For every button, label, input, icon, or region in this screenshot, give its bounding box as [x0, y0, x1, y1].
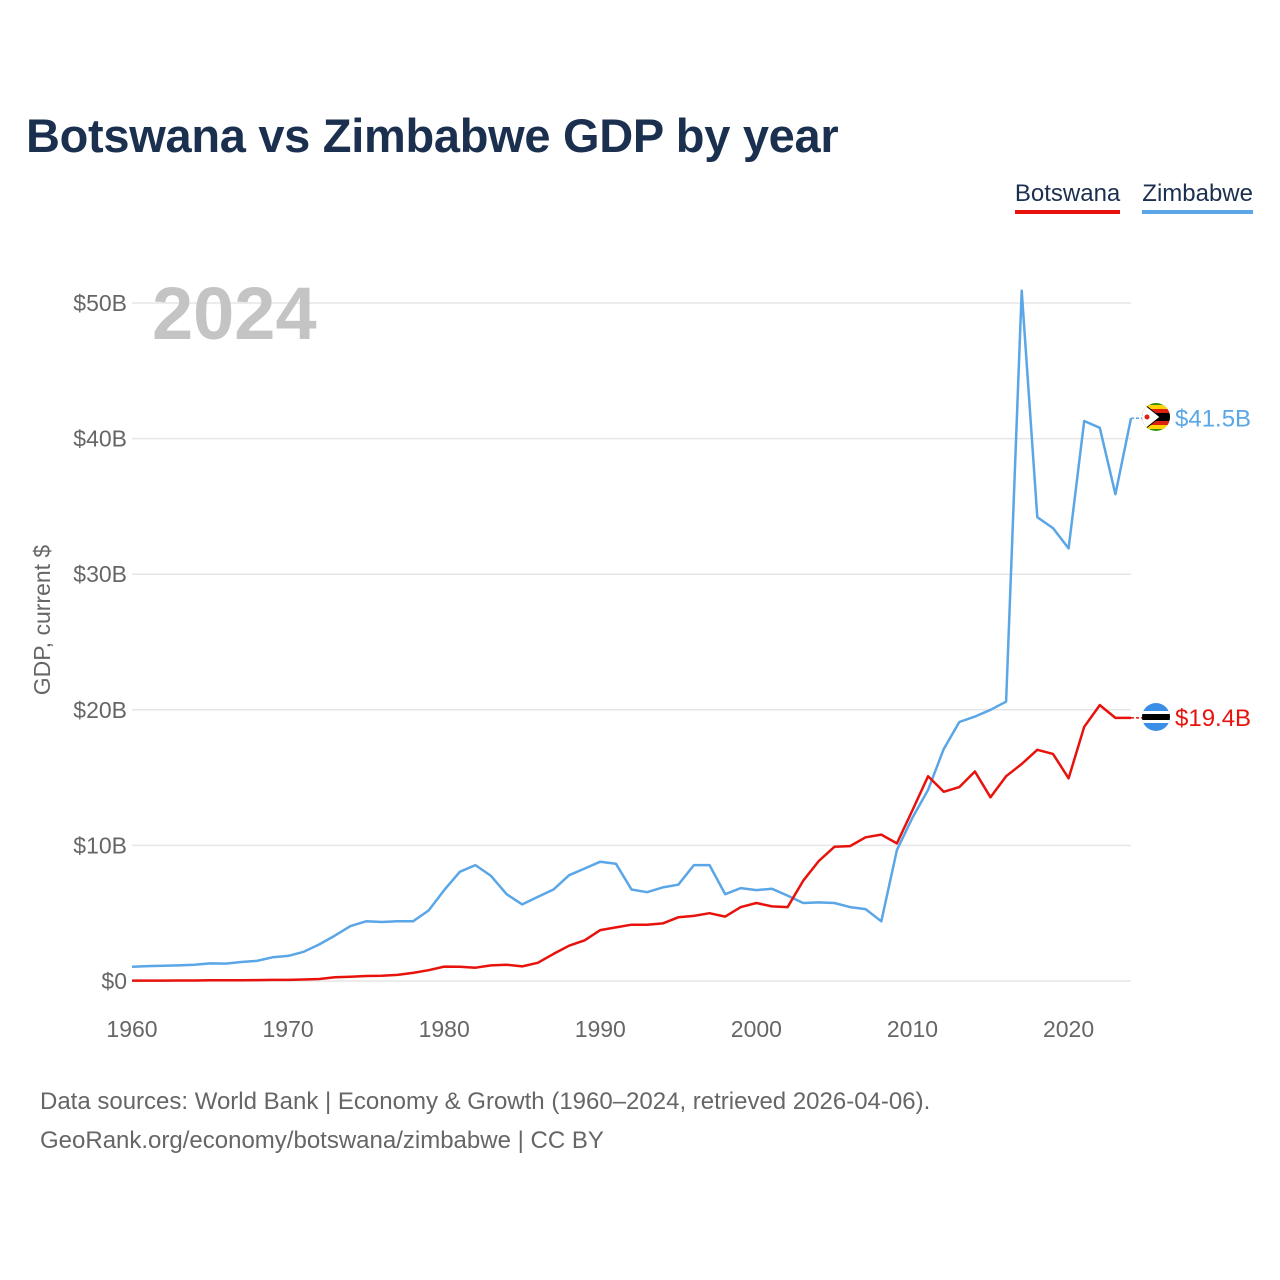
x-tick-label: 1970	[263, 1016, 314, 1042]
y-axis-label: GDP, current $	[29, 545, 55, 696]
zimbabwe-flag-icon	[1142, 403, 1170, 431]
y-tick-label: $0	[101, 968, 127, 994]
series-lines: $19.4B $41.5B	[131, 289, 1251, 982]
footer-source: Data sources: World Bank | Economy & Gro…	[40, 1088, 931, 1115]
y-tick-label: $10B	[73, 832, 127, 858]
legend-item-zimbabwe[interactable]: Zimbabwe	[1142, 180, 1253, 214]
x-tick-label: 2010	[887, 1016, 938, 1042]
x-tick-label: 1990	[575, 1016, 626, 1042]
end-label-botswana: $19.4B	[1175, 705, 1251, 732]
end-label-zimbabwe: $41.5B	[1175, 405, 1251, 432]
grid-lines	[132, 302, 1131, 982]
y-tick-label: $20B	[73, 697, 127, 723]
x-tick-label: 2020	[1043, 1016, 1094, 1042]
y-tick-label: $30B	[73, 561, 127, 587]
legend-item-botswana[interactable]: Botswana	[1014, 180, 1121, 214]
series-line-botswana	[132, 703, 1131, 982]
series-line-zimbabwe	[131, 289, 1133, 969]
legend: Botswana Zimbabwe	[1014, 180, 1253, 214]
y-axis-ticks: $0 $10B $20B $30B $40B $50B	[73, 290, 127, 994]
x-tick-label: 1960	[106, 1016, 157, 1042]
footer-url[interactable]: GeoRank.org/economy/botswana/zimbabwe | …	[40, 1127, 604, 1154]
y-tick-label: $50B	[73, 290, 127, 316]
botswana-flag-icon	[1142, 703, 1170, 731]
x-tick-label: 2000	[731, 1016, 782, 1042]
x-axis-ticks: 1960 1970 1980 1990 2000 2010 2020	[106, 1016, 1094, 1042]
year-watermark: 2024	[152, 272, 317, 355]
y-tick-label: $40B	[73, 426, 127, 452]
chart-title: Botswana vs Zimbabwe GDP by year	[26, 109, 839, 162]
x-tick-label: 1980	[419, 1016, 470, 1042]
footer: Data sources: World Bank | Economy & Gro…	[40, 1082, 930, 1160]
